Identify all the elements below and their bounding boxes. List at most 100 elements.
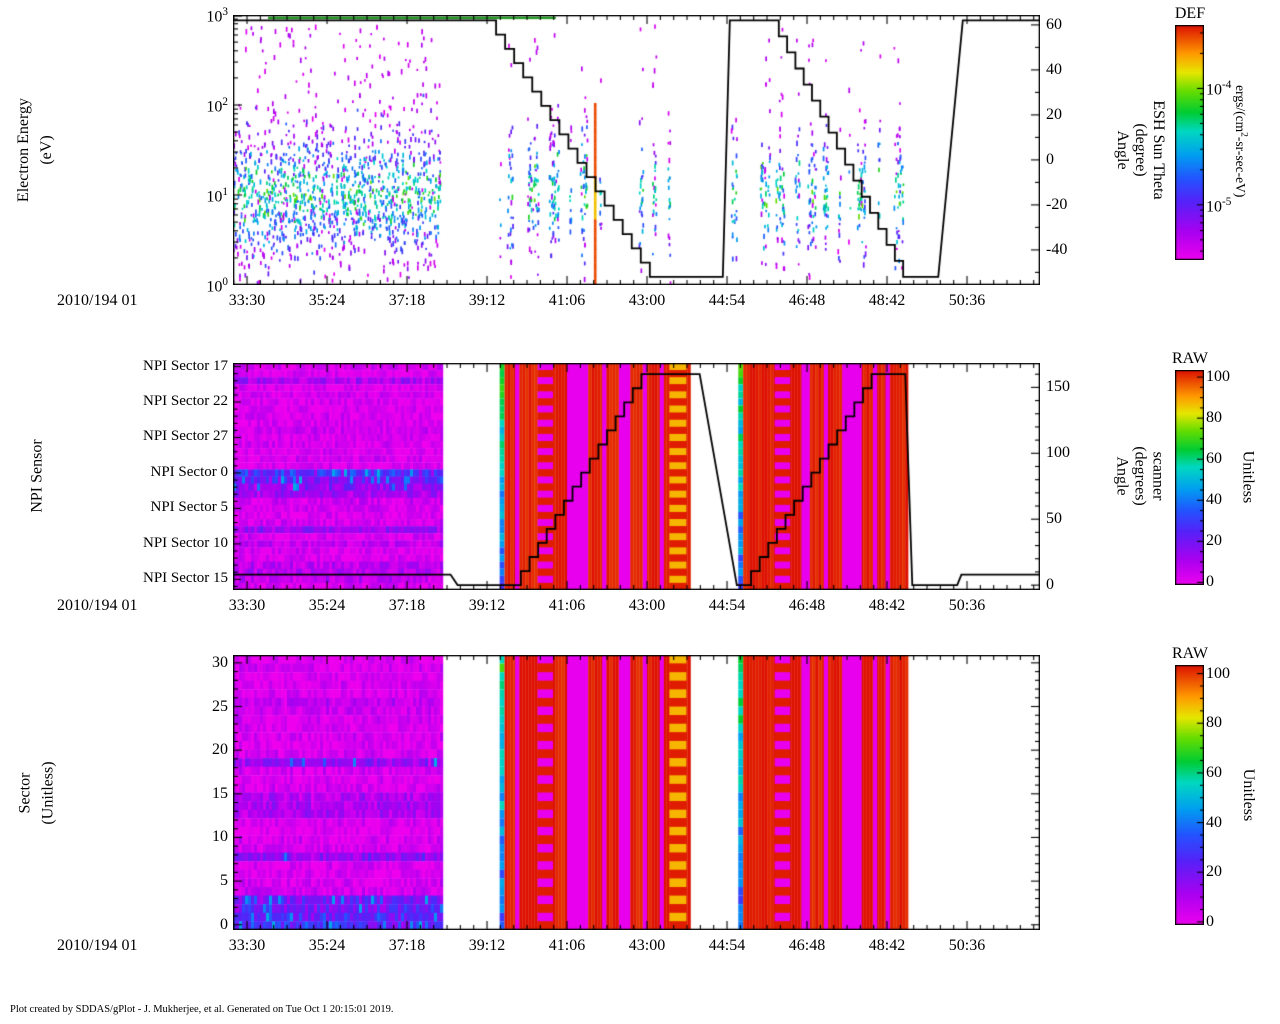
electron-energy-spectrogram [233,15,1040,285]
p3-x-tick-label: 48:42 [868,937,906,954]
npi-sensor-spectrogram [233,363,1040,590]
p2-x-tick-label: 46:48 [788,597,826,614]
p2-row-label: NPI Sector 17 [143,357,228,374]
p3-y-tick-label: 20 [212,741,228,759]
p1-x-tick-label: 35:24 [308,292,346,309]
p1-x-tick-label: 46:48 [788,292,826,309]
p1-y-tick-label: 100 [206,276,228,296]
p1-y-tick-label: 103 [206,6,228,26]
raw-colorbar-tick-label: 40 [1206,813,1222,831]
p3-x-tick-label: 39:12 [468,937,506,954]
footer-credit: Plot created by SDDAS/gPlot - J. Mukherj… [10,1004,394,1015]
raw-colorbar-tick-label: 20 [1206,863,1222,881]
raw-colorbar-tick-label: 80 [1206,409,1222,427]
p1-right-tick-label: -20 [1046,195,1068,213]
p2-right-tick-label: 50 [1046,510,1062,528]
p3-x-tick-label: 41:06 [548,937,586,954]
p3-y-tick-label: 0 [220,915,228,933]
p3-x-axis-date-label: 2010/194 01 [57,937,138,954]
def-unit-post: -sr-sec-eV) [1232,136,1248,198]
p2-right-axis-label-line1: Angle [1113,456,1131,496]
p1-right-tick-label: 0 [1046,150,1054,168]
p3-y-axis-label: Sector [16,772,34,814]
p1-x-tick-label: 50:36 [948,292,986,309]
def-colorbar-tick-label: 10-5 [1206,195,1232,216]
raw-colorbar-tick-label: 0 [1206,912,1214,930]
p2-row-label: NPI Sector 15 [143,570,228,587]
def-colorbar-tick-label: 10-4 [1206,79,1232,99]
raw-colorbar-unit-middle: Unitless [1239,450,1257,504]
p2-right-axis-label-line3: scanner [1149,451,1167,501]
raw-colorbar-tick-label: 80 [1206,714,1222,732]
def-unit-pre: ergs/(cm [1232,85,1248,133]
p1-right-axis-label-line1: Angle [1114,130,1131,170]
sector-spectrogram [233,655,1040,930]
p3-x-tick-label: 35:24 [308,937,346,954]
p3-x-tick-label: 37:18 [388,937,426,954]
p3-x-tick-label: 50:36 [948,937,986,954]
p3-x-tick-label: 44:54 [708,937,746,954]
p2-right-tick-label: 150 [1046,378,1070,396]
p3-y-axis-unit: (Unitless) [39,761,57,825]
p1-right-tick-label: -40 [1046,240,1068,258]
p2-x-axis-date-label: 2010/194 01 [57,597,138,614]
p1-x-tick-label: 41:06 [548,292,586,309]
raw-colorbar-tick-label: 40 [1206,491,1222,509]
p2-x-tick-label: 43:00 [628,597,666,614]
p1-x-tick-label: 39:12 [468,292,506,309]
def-colorbar-title: DEF [1174,5,1206,22]
p1-x-tick-label: 48:42 [868,292,906,309]
raw-colorbar-bottom [1175,665,1204,925]
p1-right-axis-label-line3: ESH Sun Theta [1150,100,1167,200]
raw-colorbar-tick-label: 20 [1206,532,1222,550]
p1-x-tick-label: 33:30 [228,292,266,309]
p1-x-tick-label: 44:54 [708,292,746,309]
raw-colorbar-unit-bottom: Unitless [1240,768,1257,822]
p1-right-tick-label: 40 [1046,60,1062,78]
p1-y-tick-label: 102 [206,96,228,116]
p3-y-tick-label: 30 [212,653,228,671]
p3-x-tick-label: 46:48 [788,937,826,954]
p3-y-tick-label: 15 [212,784,228,802]
p2-row-label: NPI Sector 22 [143,393,228,410]
p2-x-tick-label: 37:18 [388,597,426,614]
raw-colorbar-tick-label: 0 [1206,573,1214,591]
p2-x-tick-label: 48:42 [868,597,906,614]
def-colorbar [1175,25,1204,260]
raw-colorbar-title-middle: RAW [1171,350,1209,367]
raw-colorbar-title-bottom: RAW [1171,645,1209,662]
p3-x-tick-label: 33:30 [228,937,266,954]
p1-right-tick-label: 60 [1046,15,1062,33]
p2-row-label: NPI Sector 5 [150,499,229,516]
p2-row-label: NPI Sector 0 [150,463,229,480]
p2-right-tick-label: 0 [1046,576,1054,594]
raw-colorbar-tick-label: 60 [1206,763,1222,781]
p1-y-tick-label: 101 [206,186,228,206]
p1-y-axis-unit: (eV) [38,135,55,165]
raw-colorbar-tick-label: 100 [1206,368,1230,386]
p2-x-tick-label: 39:12 [468,597,506,614]
def-colorbar-unit: ergs/(cm2-sr-sec-eV) [1232,21,1249,261]
p3-y-tick-label: 5 [220,872,228,890]
p1-right-tick-label: 20 [1046,105,1062,123]
p2-x-tick-label: 50:36 [948,597,986,614]
p1-right-axis-label-line2: (degree) [1132,123,1149,177]
p2-y-axis-label: NPI Sensor [28,439,46,513]
p2-right-tick-label: 100 [1046,444,1070,462]
p2-right-axis-label-line2: (degrees) [1131,446,1149,506]
raw-colorbar-tick-label: 100 [1206,664,1230,682]
p1-y-axis-label: Electron Energy [15,97,32,203]
p2-row-label: NPI Sector 27 [143,428,228,445]
p3-y-tick-label: 25 [212,697,228,715]
p3-x-tick-label: 43:00 [628,937,666,954]
p2-row-label: NPI Sector 10 [143,534,228,551]
p1-x-tick-label: 37:18 [388,292,426,309]
raw-colorbar-tick-label: 60 [1206,450,1222,468]
p2-x-tick-label: 41:06 [548,597,586,614]
p2-x-tick-label: 35:24 [308,597,346,614]
p2-x-tick-label: 44:54 [708,597,746,614]
p2-x-tick-label: 33:30 [228,597,266,614]
p1-x-tick-label: 43:00 [628,292,666,309]
p1-x-axis-date-label: 2010/194 01 [57,292,138,309]
